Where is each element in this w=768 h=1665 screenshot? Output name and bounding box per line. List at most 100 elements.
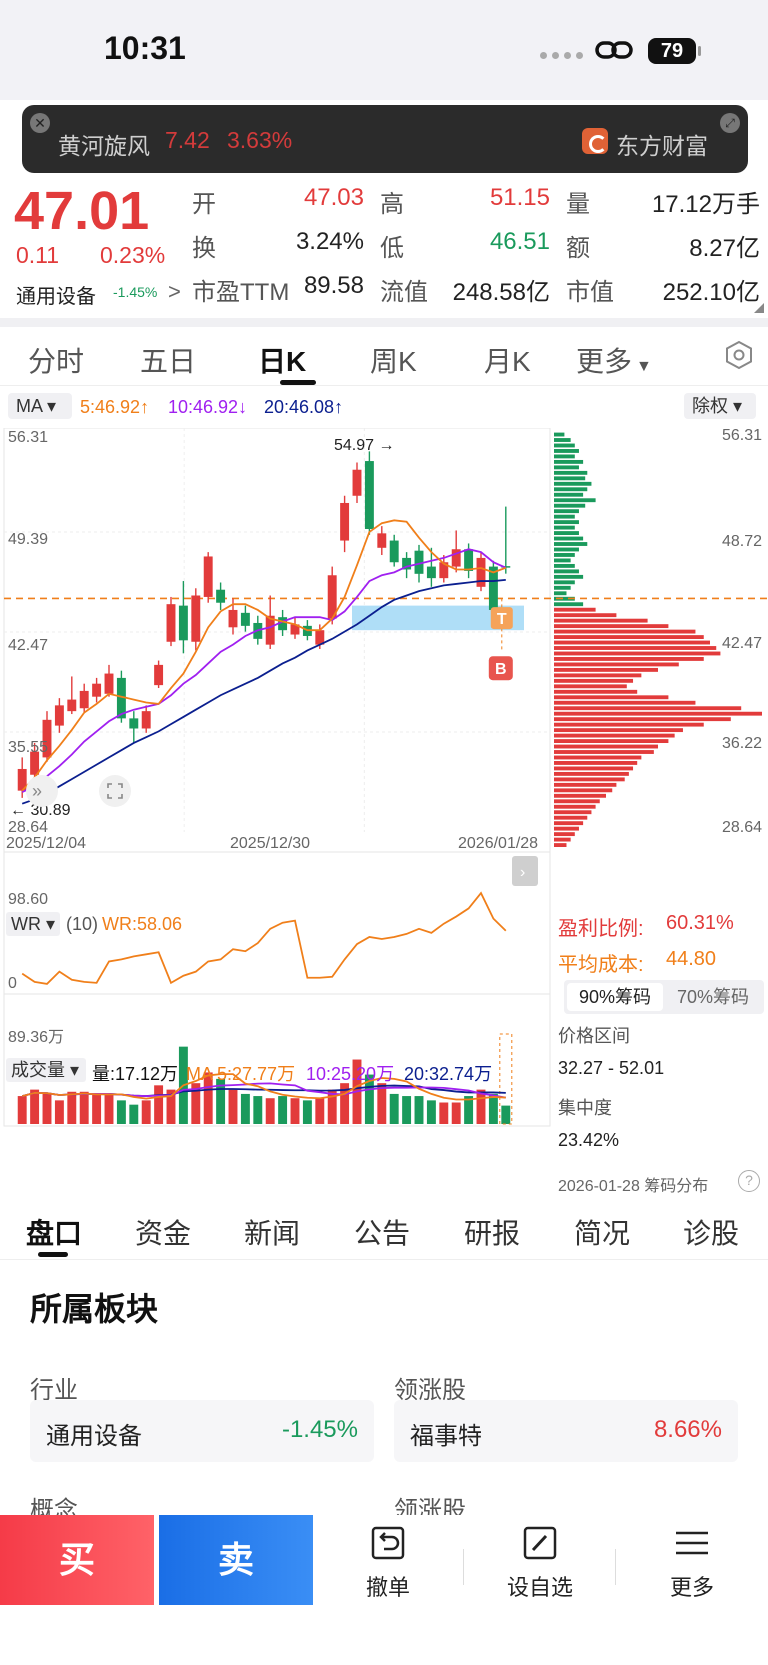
edit-icon — [523, 1526, 557, 1560]
volume-total: 量:17.12万 — [92, 1064, 179, 1084]
ma10-line — [21, 548, 507, 793]
volume-bar — [216, 1078, 226, 1124]
volume-bar — [104, 1093, 114, 1124]
volume-bar — [228, 1089, 238, 1124]
chip-bar — [554, 607, 596, 612]
settings-icon[interactable] — [724, 340, 754, 370]
ma5-legend: 5:46.92↑ — [80, 397, 150, 417]
volume-bar — [340, 1083, 350, 1124]
wr-bottom-label: 0 — [8, 975, 17, 992]
buy-button[interactable]: 买 — [0, 1515, 154, 1605]
left-axis-label: 35.55 — [8, 739, 48, 756]
cancel-order-button[interactable]: 撤单 — [338, 1525, 438, 1602]
candle-body — [191, 595, 201, 642]
volume-bar — [240, 1093, 250, 1124]
candle-body — [141, 711, 151, 729]
wr-value: WR:58.06 — [102, 914, 183, 934]
indicator-select-label: MA — [16, 396, 43, 416]
volume-select[interactable]: 成交量 ▾ — [6, 1058, 86, 1082]
close-icon[interactable]: ✕ — [30, 113, 50, 133]
tab-weekly-k[interactable]: 周K — [370, 346, 417, 377]
chip-bar — [554, 596, 575, 601]
tab-news[interactable]: 新闻 — [244, 1218, 301, 1249]
chip-90-button[interactable]: 90%筹码 — [567, 983, 663, 1011]
tab-five-day[interactable]: 五日 — [140, 346, 197, 377]
indicator-select[interactable]: MA ▾ — [8, 393, 72, 419]
chip-bar — [554, 782, 617, 787]
tab-announcements[interactable]: 公告 — [354, 1218, 411, 1249]
concentration-label: 集中度 — [558, 1098, 612, 1118]
action-bar: 买 卖 撤单 设自选 更多 — [0, 1515, 768, 1665]
volume-bar — [116, 1100, 126, 1124]
chip-distribution-panel: 盈利比例: 60.31% 平均成本: 44.80 90%筹码 70%筹码 价格区… — [554, 900, 768, 1200]
expand-icon[interactable]: ⤢ — [720, 113, 740, 133]
market-cap-label: 市值 — [566, 279, 614, 306]
volume-bar — [265, 1098, 275, 1124]
chip-bar — [554, 465, 579, 470]
chevron-right-icon[interactable]: > — [168, 279, 181, 304]
tab-research[interactable]: 研报 — [464, 1218, 521, 1249]
wr-param: (10) — [66, 914, 99, 934]
tab-order-book[interactable]: 盘口 — [26, 1218, 83, 1249]
chip-bar — [554, 459, 584, 464]
price-change-pct: 0.23% — [100, 242, 166, 268]
chip-bar — [554, 563, 575, 568]
profit-ratio-label: 盈利比例: — [558, 918, 644, 940]
chip-bar — [554, 750, 654, 754]
chip-bar — [554, 733, 675, 738]
leader-card[interactable]: 福事特 8.66% — [394, 1400, 738, 1462]
amount-label: 额 — [566, 235, 590, 262]
undo-icon — [371, 1526, 405, 1560]
adjust-select[interactable]: 除权 ▾ — [684, 393, 756, 419]
chip-bar — [554, 569, 579, 574]
chip-bar — [554, 514, 575, 519]
date-label: 2026/01/28 — [458, 835, 538, 852]
leader-label: 领涨股 — [394, 1377, 466, 1404]
chip-bar — [554, 695, 669, 700]
signal-icon — [540, 52, 583, 59]
chip-bar — [554, 449, 579, 453]
tab-intraday[interactable]: 分时 — [28, 346, 85, 377]
battery-icon: 79 — [648, 38, 701, 64]
add-watchlist-button[interactable]: 设自选 — [490, 1525, 590, 1602]
tab-diagnosis[interactable]: 诊股 — [683, 1218, 740, 1249]
divider — [463, 1549, 464, 1585]
sell-button[interactable]: 卖 — [159, 1515, 313, 1605]
volume-bar — [451, 1102, 461, 1124]
volume-frame — [3, 993, 551, 1127]
divider — [615, 1549, 616, 1585]
chip-70-button[interactable]: 70%筹码 — [676, 987, 750, 1007]
chip-bar — [554, 574, 584, 579]
fullscreen-glyph — [107, 783, 123, 799]
candle-body — [92, 683, 102, 697]
price-range-label: 价格区间 — [558, 1026, 630, 1046]
float-cap-label: 流值 — [380, 279, 428, 306]
chip-bar — [554, 640, 710, 645]
tab-daily-k[interactable]: 日K — [258, 346, 307, 377]
chip-bar — [554, 476, 586, 481]
candle-body — [166, 604, 176, 642]
tab-profile[interactable]: 简况 — [574, 1218, 631, 1249]
more-button[interactable]: 更多 — [642, 1525, 742, 1602]
candle-body — [488, 566, 498, 610]
turnover-value: 3.24% — [295, 228, 364, 255]
chip-bar — [554, 821, 584, 826]
tab-more[interactable]: 更多 ▼ — [576, 340, 652, 380]
ma-legend-bar: MA ▾ 5:46.92↑ 10:46.92↓ 20:46.08↑ 除权 ▾ — [0, 388, 768, 428]
help-icon[interactable]: ? — [738, 1170, 760, 1192]
tab-funds[interactable]: 资金 — [135, 1218, 192, 1249]
kline-chart[interactable]: › 98.60 0 89.36万 56.31 48.72 42.47 36.22 28.64… — [0, 428, 768, 1200]
date-label: 2025/12/04 — [6, 835, 86, 852]
candle-body — [315, 630, 325, 645]
sector-link[interactable]: 通用设备 — [16, 286, 96, 308]
open-value: 47.03 — [303, 184, 364, 211]
marker-b-label: B — [495, 661, 507, 678]
ticker-banner[interactable]: ✕ ⤢ 黄河旋风 7.42 3.63% 东方财富 — [22, 105, 748, 173]
volume-ma5-line — [21, 1073, 506, 1101]
industry-card[interactable]: 通用设备 -1.45% — [30, 1400, 374, 1462]
expand-corner-icon[interactable] — [754, 303, 764, 313]
tab-more-label: 更多 — [576, 346, 633, 377]
volume-bar — [364, 1074, 374, 1124]
wr-select[interactable]: WR ▾ — [6, 912, 60, 936]
tab-monthly-k[interactable]: 月K — [484, 346, 531, 377]
